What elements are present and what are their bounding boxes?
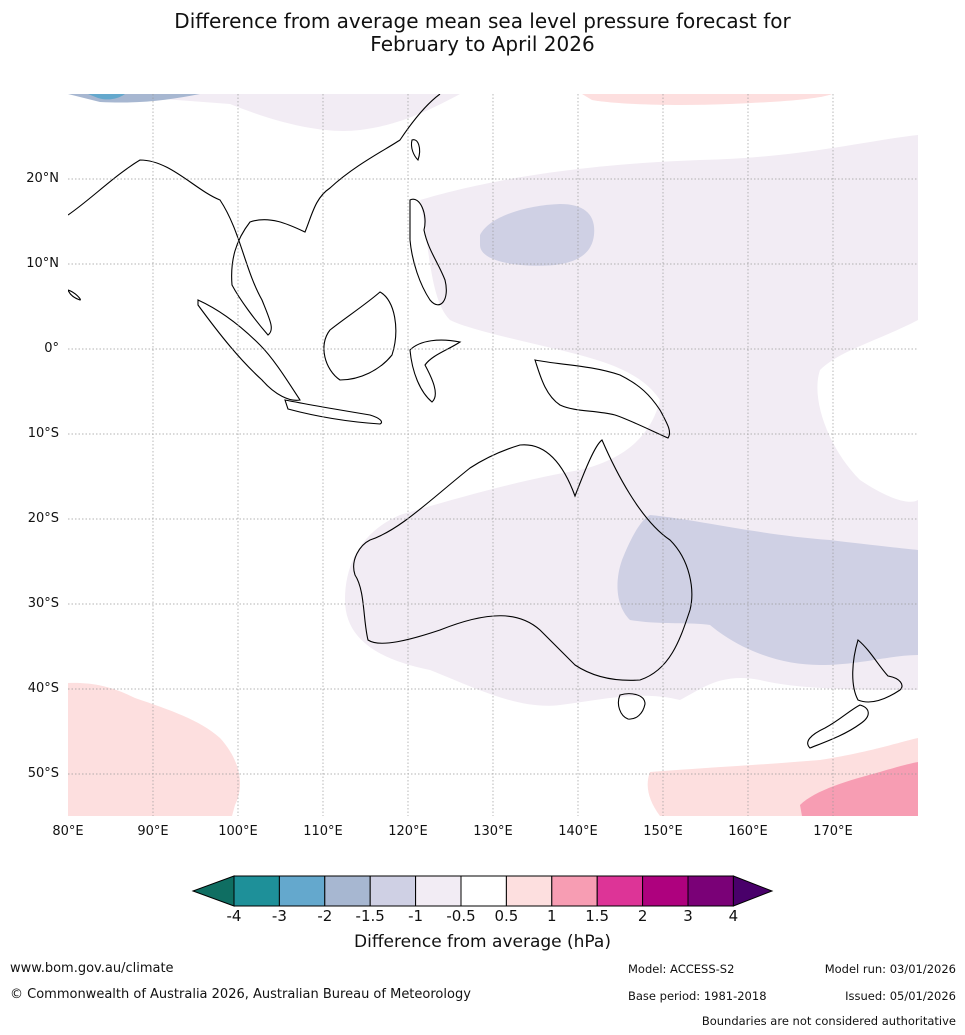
lon-label: 160°E (728, 824, 768, 839)
colorbar-bin (460, 875, 507, 907)
colorbar-bin (551, 875, 598, 907)
coast-new-guinea (534, 359, 671, 439)
colorbar-tick: -2 (317, 907, 333, 925)
coast-borneo (323, 291, 397, 381)
colorbar-tick: 3 (683, 907, 693, 925)
anomaly-region-blue-corner (88, 94, 125, 100)
anomaly-region-weak-positive-southwest (68, 682, 240, 816)
lat-label: 20°N (26, 171, 59, 186)
anomaly-region-negative-philippine-sea (480, 204, 595, 266)
colorbar-extend-low (191, 875, 235, 907)
colorbar-tick: 4 (728, 907, 739, 925)
lon-label: 140°E (558, 824, 598, 839)
coast-philippines (409, 198, 447, 306)
colorbar-bin (369, 875, 417, 907)
colorbar-tick: -4 (226, 907, 242, 925)
lon-label: 110°E (303, 824, 343, 839)
model-label: Model: ACCESS-S2 (628, 962, 735, 976)
lon-label: 80°E (52, 824, 84, 839)
anomaly-region-positive-southeast (800, 762, 918, 816)
colorbar-tick: 0.5 (494, 907, 519, 925)
colorbar-bin (233, 875, 280, 907)
colorbar-tick: 2 (637, 907, 648, 925)
lat-label: 30°S (27, 596, 59, 611)
lat-label: 10°N (26, 256, 59, 271)
lon-label: 90°E (137, 824, 169, 839)
coastlines (68, 94, 903, 749)
website-link[interactable]: www.bom.gov.au/climate (10, 961, 174, 976)
lat-label: 50°S (27, 766, 59, 781)
colorbar-bin (505, 875, 553, 907)
colorbar-tick: -3 (271, 907, 287, 925)
colorbar-title: Difference from average (hPa) (354, 932, 611, 952)
anomaly-region-weak-negative-north (68, 94, 460, 131)
disclaimer-text: Boundaries are not considered authoritat… (701, 1014, 956, 1028)
colorbar-bin (278, 875, 326, 907)
coast-asia-mainland (68, 94, 441, 336)
colorbar-tick: -1.5 (355, 907, 385, 925)
coast-new-zealand-north (852, 639, 903, 703)
lon-label: 120°E (388, 824, 428, 839)
anomaly-region-weak-positive-north (582, 94, 832, 105)
issued-label: Issued: 05/01/2026 (845, 989, 956, 1003)
lat-label: 0° (44, 341, 59, 356)
colorbar-tick: 1 (547, 907, 557, 925)
lon-label: 100°E (218, 824, 258, 839)
colorbar-tick: -1 (408, 907, 424, 925)
coast-sulawesi (409, 339, 462, 403)
copyright-text: © Commonwealth of Australia 2026, Austra… (10, 987, 471, 1002)
coast-new-zealand-south (807, 704, 869, 749)
colorbar-tick: -0.5 (446, 907, 476, 925)
lat-label: 10°S (27, 426, 59, 441)
map-title: Difference from average mean sea level p… (0, 10, 965, 56)
colorbar-extend-high (732, 875, 774, 907)
coast-tasmania (617, 693, 646, 720)
title-line-1: Difference from average mean sea level p… (174, 9, 791, 33)
lon-label: 170°E (813, 824, 853, 839)
graticule (68, 94, 918, 816)
coast-india-tip (68, 289, 81, 301)
colorbar-bin (642, 875, 689, 907)
colorbar (191, 875, 774, 907)
colorbar-bin (596, 875, 644, 907)
lat-label: 20°S (27, 511, 59, 526)
lon-label: 150°E (643, 824, 683, 839)
colorbar-bin (324, 875, 371, 907)
coast-sumatra (197, 299, 301, 401)
model-run-label: Model run: 03/01/2026 (824, 962, 956, 976)
anomaly-region-negative-tasman (617, 515, 918, 665)
colorbar-bin (415, 875, 462, 907)
coast-australia (353, 439, 693, 681)
base-period-label: Base period: 1981-2018 (628, 989, 767, 1003)
colorbar-bin (687, 875, 734, 907)
title-line-2: February to April 2026 (370, 32, 595, 56)
lat-label: 40°S (27, 681, 59, 696)
colorbar-tick: 1.5 (585, 907, 610, 925)
coast-taiwan (410, 139, 421, 162)
lon-label: 130°E (473, 824, 513, 839)
